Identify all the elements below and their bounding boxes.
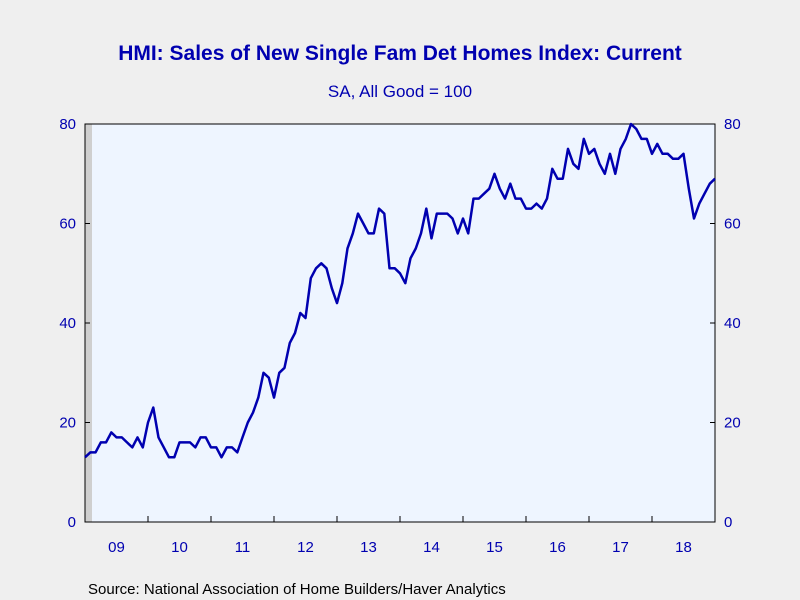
source-note: Source: National Association of Home Bui… (88, 581, 506, 598)
y-tick-label-left: 0 (68, 514, 76, 531)
chart-title: HMI: Sales of New Single Fam Det Homes I… (118, 42, 682, 65)
series-group (84, 122, 716, 459)
x-tick-label: 10 (171, 539, 188, 556)
y-tick-label-right: 80 (724, 116, 741, 133)
y-tick-label-left: 40 (59, 315, 76, 332)
y-tick-label-right: 0 (724, 514, 732, 531)
x-tick-label: 11 (235, 539, 251, 556)
x-tick-label: 14 (423, 539, 440, 556)
y-axis-left: 0 20 40 60 80 (59, 116, 90, 531)
y-tick-label-left: 60 (59, 216, 76, 233)
x-tick-label: 17 (612, 539, 629, 556)
x-tick-label: 16 (549, 539, 566, 556)
y-tick-label-left: 80 (59, 116, 76, 133)
y-axis-right: 0 20 40 60 80 (710, 116, 741, 531)
y-tick-label-right: 20 (724, 415, 741, 432)
series-line (84, 122, 716, 459)
x-axis: 09 10 11 12 13 14 15 16 17 18 (108, 516, 692, 556)
x-tick-label: 12 (297, 539, 314, 556)
x-tick-label: 13 (360, 539, 377, 556)
x-tick-label: 15 (486, 539, 503, 556)
y-tick-label-right: 60 (724, 216, 741, 233)
y-tick-label-right: 40 (724, 315, 741, 332)
x-tick-label: 18 (675, 539, 692, 556)
plot-area (85, 124, 715, 522)
x-tick-label: 09 (108, 539, 125, 556)
chart-subtitle: SA, All Good = 100 (328, 82, 472, 101)
y-tick-label-left: 20 (59, 415, 76, 432)
